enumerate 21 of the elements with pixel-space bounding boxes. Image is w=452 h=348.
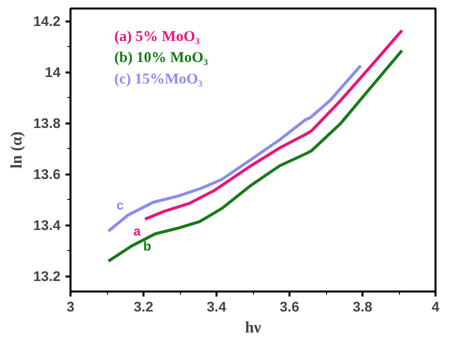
- y-tick-label: 13.4: [33, 217, 61, 234]
- x-tick-label: 4: [432, 298, 440, 314]
- y-tick-label: 14: [44, 64, 61, 80]
- line-series: [106, 49, 404, 263]
- y-tick-label: 13.6: [33, 166, 61, 182]
- y-tick-label: 13.2: [33, 268, 61, 284]
- annotation: a: [133, 224, 142, 239]
- annotation: b: [143, 238, 152, 254]
- y-tick-label: 13.8: [33, 115, 61, 132]
- x-axis-title: hν: [244, 320, 262, 336]
- y-tick-label: 14.2: [33, 13, 61, 30]
- x-tick-label: 3: [66, 298, 75, 314]
- x-tick-label: 3.2: [134, 298, 154, 314]
- x-tick-label: 3.4: [206, 298, 226, 314]
- x-tick-label: 3.8: [352, 298, 372, 314]
- text: (b) 10% MoO₃: [114, 50, 208, 66]
- x-tick-label: 3.6: [280, 298, 300, 314]
- y-axis-title: ln (α): [8, 132, 26, 168]
- text: (c) 15%MoO₃: [114, 71, 204, 88]
- text: (a) 5% MoO₃: [114, 28, 200, 45]
- annotation: c: [116, 198, 124, 213]
